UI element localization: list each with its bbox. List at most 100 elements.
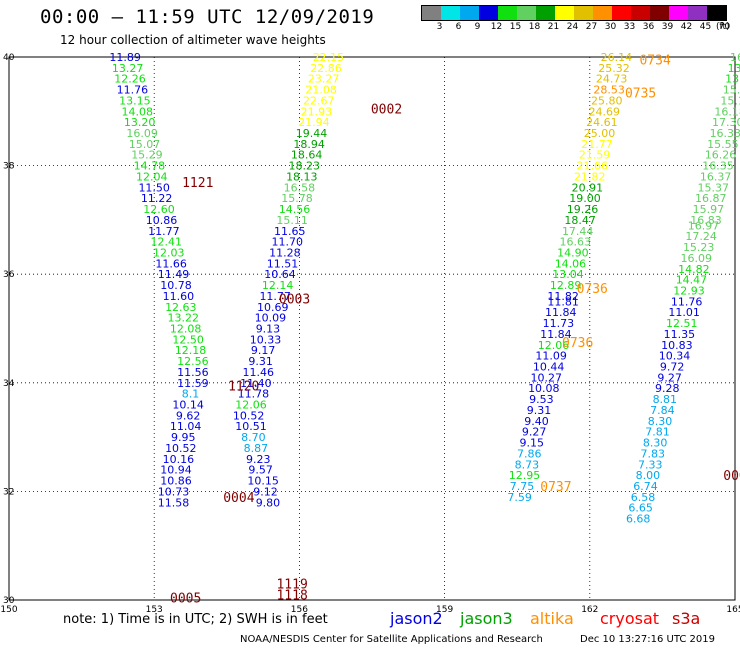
data-point-label: 8.00 bbox=[636, 469, 661, 482]
data-point-label: 21.94 bbox=[298, 116, 330, 129]
data-point-label: 12.41 bbox=[151, 236, 183, 249]
data-point-label: 12.08 bbox=[170, 323, 202, 336]
color-swatch bbox=[631, 6, 650, 20]
data-point-label: 9.15 bbox=[519, 437, 544, 450]
color-swatch bbox=[669, 6, 688, 20]
data-point-label: 11.81 bbox=[547, 295, 579, 308]
data-point-label: 9.53 bbox=[529, 393, 554, 406]
data-point-label: 15.11 bbox=[276, 214, 308, 227]
data-point-label: 8.81 bbox=[653, 393, 678, 406]
data-point-label: 20.91 bbox=[572, 181, 604, 194]
data-point-label: 8.1 bbox=[182, 388, 200, 401]
color-swatch bbox=[707, 6, 726, 20]
data-point-label: 18.47 bbox=[564, 214, 596, 227]
data-point-label: 12.56 bbox=[177, 355, 209, 368]
data-point-label: 16.97 bbox=[688, 219, 720, 232]
data-point-label: 11.35 bbox=[664, 328, 696, 341]
color-scale-tick: 45 bbox=[699, 22, 712, 32]
data-point-label: 6.68 bbox=[626, 513, 651, 526]
data-point-label: 16.33 bbox=[710, 127, 740, 140]
pass-time-label: 1119 bbox=[276, 578, 307, 593]
data-point-label: 11.28 bbox=[269, 246, 301, 259]
data-point-label: 7.83 bbox=[640, 447, 665, 460]
data-point-label: 12.50 bbox=[172, 333, 204, 346]
data-point-label: 17.44 bbox=[562, 225, 594, 238]
data-point-label: 18.94 bbox=[293, 138, 325, 151]
color-swatch bbox=[593, 6, 612, 20]
data-point-label: 17.30 bbox=[712, 116, 740, 129]
color-swatch bbox=[574, 6, 593, 20]
data-point-label: 10.69 bbox=[257, 301, 289, 314]
data-point-label: 16.09 bbox=[126, 127, 158, 140]
pass-time-label: 0734 bbox=[639, 54, 670, 69]
data-point-label: 14.06 bbox=[555, 257, 587, 270]
x-tick-label: 150 bbox=[0, 605, 17, 615]
data-point-label: 6.74 bbox=[633, 480, 658, 493]
y-tick-label: 34 bbox=[3, 379, 15, 389]
data-point-label: 11.51 bbox=[267, 257, 299, 270]
data-point-label: 21.66 bbox=[576, 160, 608, 173]
data-point-label: 9.17 bbox=[251, 344, 276, 357]
data-point-label: 10.16 bbox=[163, 453, 195, 466]
data-point-label: 9.72 bbox=[660, 361, 685, 374]
color-swatch bbox=[650, 6, 669, 20]
legend-cryosat: cryosat bbox=[600, 609, 660, 628]
data-point-label: 8.30 bbox=[648, 415, 673, 428]
color-swatch bbox=[498, 6, 517, 20]
data-point-label: 13.27 bbox=[112, 62, 144, 75]
data-point-label: 10.73 bbox=[158, 485, 190, 498]
credit-text: NOAA/NESDIS Center for Satellite Applica… bbox=[240, 634, 543, 645]
footer-note: note: 1) Time is in UTC; 2) SWH is in fe… bbox=[63, 612, 328, 627]
data-point-label: 6.65 bbox=[628, 502, 653, 515]
data-point-label: 11.50 bbox=[138, 181, 170, 194]
x-tick-label: 162 bbox=[581, 605, 598, 615]
data-point-label: 11.84 bbox=[540, 328, 572, 341]
color-scale-tick: 21 bbox=[547, 22, 560, 32]
data-point-label: 14.56 bbox=[279, 203, 311, 216]
x-tick-label: 153 bbox=[146, 605, 163, 615]
data-point-label: 10.44 bbox=[533, 361, 565, 374]
data-point-label: 12.93 bbox=[673, 284, 705, 297]
data-point-label: 9.31 bbox=[527, 404, 552, 417]
data-point-label: 24.61 bbox=[586, 116, 618, 129]
data-point-label: 15.97 bbox=[693, 203, 725, 216]
data-point-label: 10.86 bbox=[160, 475, 192, 488]
data-point-label: 10.08 bbox=[528, 382, 560, 395]
color-scale-tick: 42 bbox=[680, 22, 693, 32]
data-point-label: 11.76 bbox=[671, 295, 703, 308]
color-scale-tick: 15 bbox=[509, 22, 522, 32]
data-point-label: 15.78 bbox=[281, 192, 313, 205]
pass-time-label: 0005 bbox=[170, 591, 201, 606]
data-point-label: 6.58 bbox=[631, 491, 656, 504]
y-tick-label: 40 bbox=[3, 53, 15, 63]
data-point-label: 9.80 bbox=[256, 496, 281, 509]
pass-time-label: 1118 bbox=[276, 589, 307, 604]
legend-altika: altika bbox=[530, 609, 574, 628]
data-point-label: 21.77 bbox=[581, 138, 613, 151]
data-point-label: 11.09 bbox=[535, 350, 567, 363]
chart-title: 00:00 — 11:59 UTC 12/09/2019 bbox=[40, 6, 375, 28]
data-point-label: 13.15 bbox=[119, 94, 151, 107]
data-point-label: 11.84 bbox=[545, 306, 577, 319]
data-point-label: 11.59 bbox=[177, 377, 209, 390]
data-point-label: 18.13 bbox=[286, 170, 318, 183]
color-swatch bbox=[422, 6, 441, 20]
data-point-label: 13.9 bbox=[728, 62, 740, 75]
data-point-label: 8.70 bbox=[241, 431, 266, 444]
legend-s3a: s3a bbox=[672, 609, 701, 628]
data-point-label: 15.1 bbox=[720, 94, 740, 107]
data-point-label: 25.32 bbox=[598, 62, 630, 75]
data-point-label: 9.23 bbox=[246, 453, 271, 466]
data-point-label: 11.66 bbox=[155, 257, 187, 270]
data-point-label: 15.37 bbox=[697, 181, 729, 194]
data-point-label: 12.03 bbox=[153, 246, 185, 259]
color-swatch bbox=[460, 6, 479, 20]
data-point-label: 23.27 bbox=[308, 73, 340, 86]
data-point-label: 9.57 bbox=[248, 464, 273, 477]
data-point-label: 10.14 bbox=[172, 399, 204, 412]
data-point-label: 11.65 bbox=[274, 225, 306, 238]
pass-time-label: 0735 bbox=[625, 86, 656, 101]
data-point-label: 12.06 bbox=[235, 399, 267, 412]
data-point-label: 15.23 bbox=[683, 241, 715, 254]
data-point-label: 22.67 bbox=[303, 94, 335, 107]
